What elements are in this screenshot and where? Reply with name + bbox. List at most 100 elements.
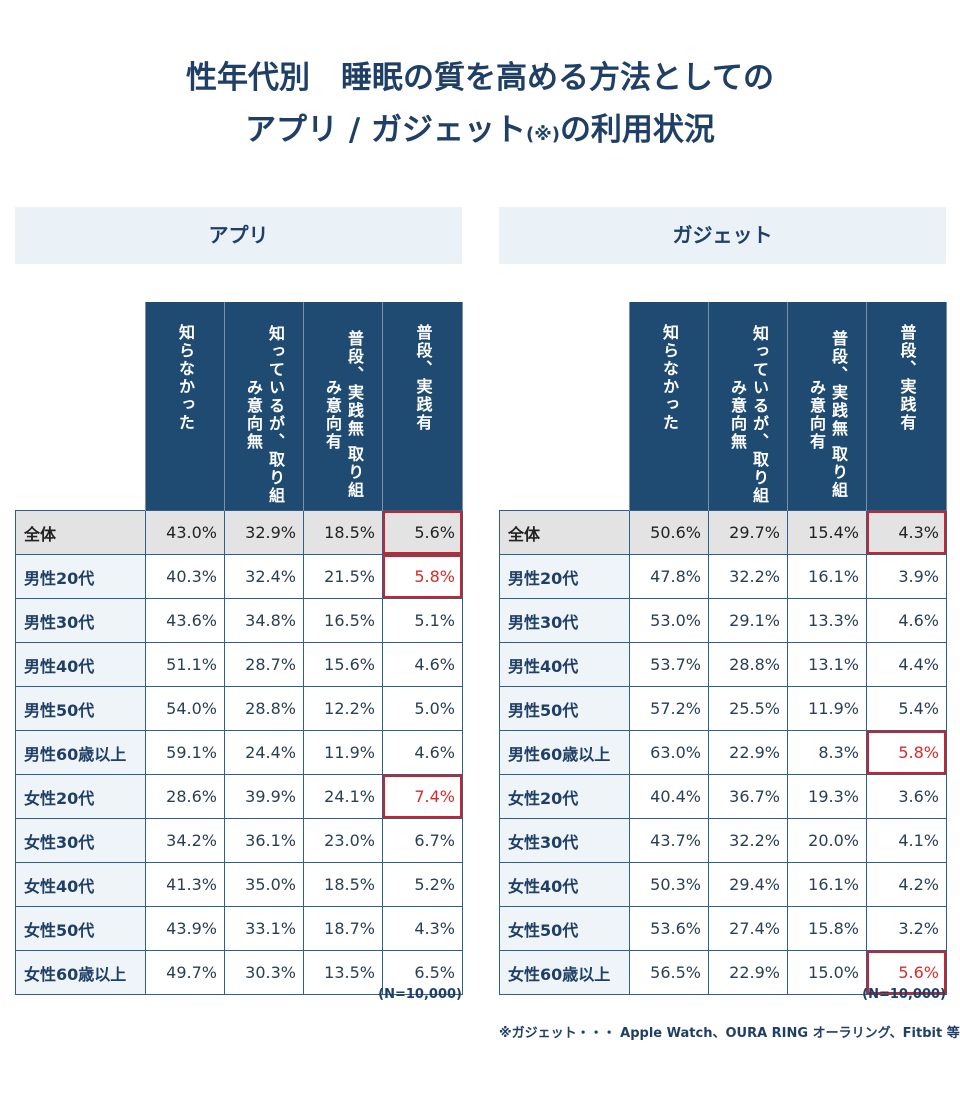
gadget-value-cell: 22.9% <box>708 730 788 775</box>
app-value-cell: 30.3% <box>224 950 304 995</box>
gadget-value-cell: 15.0% <box>787 950 867 995</box>
page-title: 性年代別 睡眠の質を高める方法としての アプリ / ガジェット(※)の利用状況 <box>0 52 960 161</box>
app-table-body: 全体 43.0% 32.9% 18.5% 5.6% 男性20代 40.3% 32.4% 21.5… <box>15 510 463 995</box>
app-table: 知らなかった 知っているが、取り組み意向無 普段、実践無 取り組み意向有 普段、実践有… <box>15 302 463 995</box>
gadget-value-cell: 40.4% <box>629 774 709 819</box>
gadget-table-header-row: 知らなかった 知っているが、取り組み意向無 普段、実践無 取り組み意向有 普段、実践有 <box>500 302 947 511</box>
app-value-cell: 23.0% <box>303 818 383 863</box>
gadget-value-cell: 16.1% <box>787 554 867 599</box>
gadget-value-cell: 19.3% <box>787 774 867 819</box>
gadget-table-row: 女性40代 50.3% 29.4% 16.1% 4.2% <box>499 862 947 907</box>
gadget-row-label: 男性60歳以上 <box>499 730 630 775</box>
gadget-column-header-label: 知っているが、取り組み意向無 <box>728 325 769 505</box>
app-value-cell: 35.0% <box>224 862 304 907</box>
app-value-cell: 5.0% <box>382 686 463 731</box>
app-value-cell: 4.6% <box>382 642 463 687</box>
gadget-column-header: 普段、実践有 <box>866 302 947 511</box>
app-sample-size-note: (N=10,000) <box>378 987 462 1002</box>
app-row-label: 全体 <box>15 510 146 555</box>
app-table-row: 女性60歳以上 49.7% 30.3% 13.5% 6.5% <box>15 950 463 995</box>
gadget-table-row: 女性50代 53.6% 27.4% 15.8% 3.2% <box>499 906 947 951</box>
title-line-2: アプリ / ガジェット(※)の利用状況 <box>0 104 960 161</box>
app-table-row: 男性60歳以上 59.1% 24.4% 11.9% 4.6% <box>15 730 463 775</box>
gadget-value-cell: 43.7% <box>629 818 709 863</box>
gadget-value-cell: 16.1% <box>787 862 867 907</box>
gadget-panel-header: ガジェット <box>499 207 946 264</box>
gadget-value-cell: 29.1% <box>708 598 788 643</box>
gadget-value-cell: 36.7% <box>708 774 788 819</box>
app-column-header: 知っているが、取り組み意向無 <box>224 302 304 511</box>
gadget-table-row: 男性20代 47.8% 32.2% 16.1% 3.9% <box>499 554 947 599</box>
app-table-corner <box>16 302 146 511</box>
app-row-label: 女性20代 <box>15 774 146 819</box>
app-row-label: 男性50代 <box>15 686 146 731</box>
gadget-highlighted-value-cell: 5.6% <box>866 950 947 995</box>
title-line-2-main: アプリ / ガジェット <box>245 112 526 148</box>
gadget-column-header-label: 知らなかった <box>660 324 679 432</box>
gadget-highlighted-value-cell: 4.3% <box>866 510 947 555</box>
gadget-table-row: 女性60歳以上 56.5% 22.9% 15.0% 5.6% <box>499 950 947 995</box>
app-table-row: 女性20代 28.6% 39.9% 24.1% 7.4% <box>15 774 463 819</box>
title-line-1: 性年代別 睡眠の質を高める方法としての <box>185 60 775 96</box>
app-value-cell: 36.1% <box>224 818 304 863</box>
app-value-cell: 15.6% <box>303 642 383 687</box>
app-value-cell: 34.2% <box>145 818 225 863</box>
gadget-table-row: 男性30代 53.0% 29.1% 13.3% 4.6% <box>499 598 947 643</box>
app-value-cell: 5.2% <box>382 862 463 907</box>
gadget-table-body: 全体 50.6% 29.7% 15.4% 4.3% 男性20代 47.8% 32.2% 16.1… <box>499 510 947 995</box>
gadget-value-cell: 50.6% <box>629 510 709 555</box>
app-value-cell: 18.7% <box>303 906 383 951</box>
gadget-value-cell: 32.2% <box>708 554 788 599</box>
gadget-column-header: 普段、実践無 取り組み意向有 <box>787 302 867 511</box>
gadget-table-row: 全体 50.6% 29.7% 15.4% 4.3% <box>499 510 947 555</box>
gadget-value-cell: 13.1% <box>787 642 867 687</box>
gadget-footnote: ※ガジェット・・・ Apple Watch、OURA RING オーラリング、F… <box>499 1026 960 1041</box>
gadget-value-cell: 53.0% <box>629 598 709 643</box>
gadget-value-cell: 3.9% <box>866 554 947 599</box>
app-value-cell: 49.7% <box>145 950 225 995</box>
gadget-row-label: 男性50代 <box>499 686 630 731</box>
app-value-cell: 4.3% <box>382 906 463 951</box>
gadget-row-label: 女性60歳以上 <box>499 950 630 995</box>
app-value-cell: 41.3% <box>145 862 225 907</box>
app-value-cell: 16.5% <box>303 598 383 643</box>
app-value-cell: 24.1% <box>303 774 383 819</box>
app-value-cell: 40.3% <box>145 554 225 599</box>
gadget-value-cell: 29.7% <box>708 510 788 555</box>
gadget-column-header-label: 普段、実践有 <box>897 324 917 432</box>
app-panel: アプリ 知らなかった 知っているが、取り組み意向無 普段、実践無 取り組み意向有 普段… <box>15 207 463 1002</box>
gadget-table-row: 男性50代 57.2% 25.5% 11.9% 5.4% <box>499 686 947 731</box>
gadget-highlighted-value-cell: 5.8% <box>866 730 947 775</box>
app-highlighted-value-cell: 7.4% <box>382 774 463 819</box>
app-table-row: 男性20代 40.3% 32.4% 21.5% 5.8% <box>15 554 463 599</box>
app-highlighted-value-cell: 5.8% <box>382 554 463 599</box>
app-value-cell: 43.0% <box>145 510 225 555</box>
gadget-row-label: 女性20代 <box>499 774 630 819</box>
gadget-value-cell: 5.4% <box>866 686 947 731</box>
app-value-cell: 21.5% <box>303 554 383 599</box>
gadget-row-label: 男性30代 <box>499 598 630 643</box>
gadget-value-cell: 22.9% <box>708 950 788 995</box>
app-value-cell: 11.9% <box>303 730 383 775</box>
app-column-header-label: 知っているが、取り組み意向無 <box>244 325 285 505</box>
gadget-value-cell: 4.1% <box>866 818 947 863</box>
gadget-row-label: 女性30代 <box>499 818 630 863</box>
app-value-cell: 28.7% <box>224 642 304 687</box>
gadget-table-row: 女性20代 40.4% 36.7% 19.3% 3.6% <box>499 774 947 819</box>
app-value-cell: 28.8% <box>224 686 304 731</box>
app-table-row: 男性30代 43.6% 34.8% 16.5% 5.1% <box>15 598 463 643</box>
gadget-value-cell: 47.8% <box>629 554 709 599</box>
app-value-cell: 59.1% <box>145 730 225 775</box>
app-row-label: 女性30代 <box>15 818 146 863</box>
gadget-value-cell: 63.0% <box>629 730 709 775</box>
app-value-cell: 13.5% <box>303 950 383 995</box>
app-value-cell: 32.9% <box>224 510 304 555</box>
app-row-label: 男性20代 <box>15 554 146 599</box>
gadget-table-row: 女性30代 43.7% 32.2% 20.0% 4.1% <box>499 818 947 863</box>
gadget-value-cell: 4.6% <box>866 598 947 643</box>
app-value-cell: 43.9% <box>145 906 225 951</box>
title-line-2-end: の利用状況 <box>559 112 715 148</box>
app-value-cell: 54.0% <box>145 686 225 731</box>
gadget-value-cell: 8.3% <box>787 730 867 775</box>
gadget-value-cell: 15.8% <box>787 906 867 951</box>
